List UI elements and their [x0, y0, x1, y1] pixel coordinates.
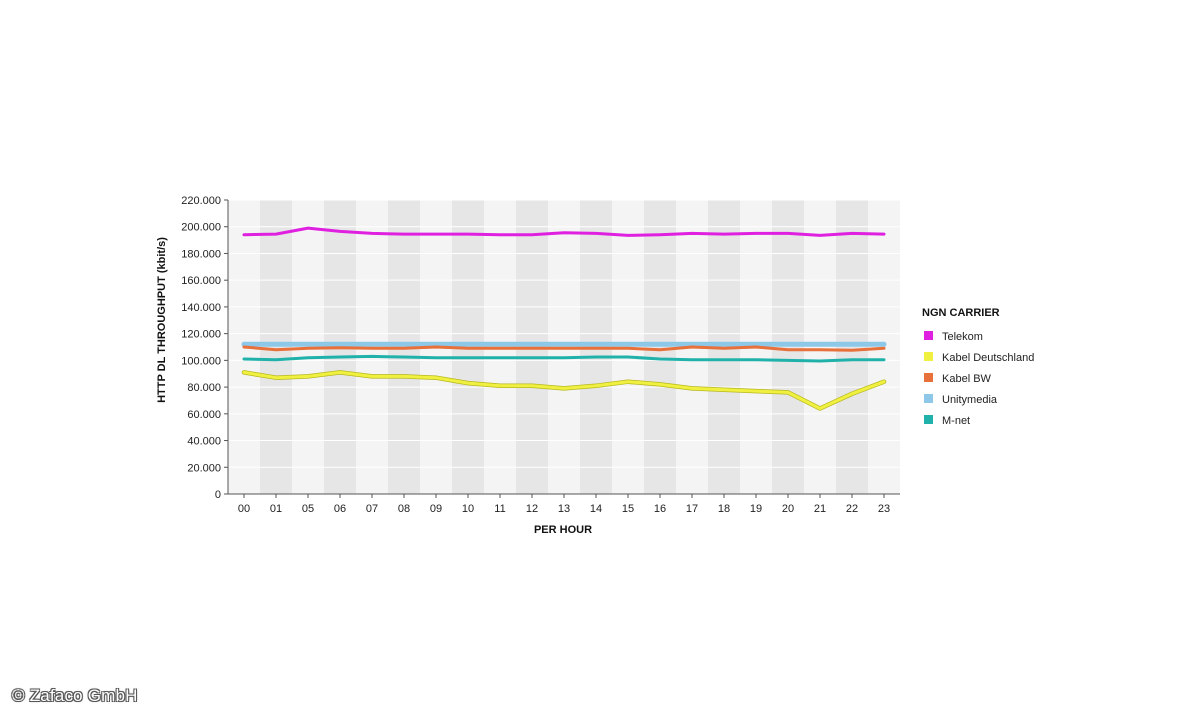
y-tick-label: 140.000 — [181, 302, 221, 314]
legend-label-kabel-bw: Kabel BW — [942, 373, 992, 385]
legend-label-kabel-deutschland: Kabel Deutschland — [942, 352, 1034, 364]
x-tick-label: 14 — [590, 503, 602, 515]
x-tick-label: 19 — [750, 503, 762, 515]
y-tick-label: 0 — [215, 489, 221, 501]
y-tick-label: 180.000 — [181, 248, 221, 260]
y-tick-label: 80.000 — [187, 382, 221, 394]
y-axis-title: HTTP DL THROUGHPUT (kbit/s) — [156, 237, 168, 403]
x-tick-label: 12 — [526, 503, 538, 515]
legend-swatch-telekom — [924, 331, 933, 340]
x-tick-label: 08 — [398, 503, 410, 515]
legend-title: NGN CARRIER — [922, 307, 1000, 319]
x-tick-label: 16 — [654, 503, 666, 515]
x-tick-label: 07 — [366, 503, 378, 515]
y-tick-label: 100.000 — [181, 355, 221, 367]
x-tick-label: 17 — [686, 503, 698, 515]
y-tick-label: 40.000 — [187, 436, 221, 448]
plot-band — [836, 200, 868, 494]
legend-swatch-kabel-deutschland — [924, 352, 933, 361]
legend: NGN CARRIER Telekom Kabel Deutschland Kabe… — [922, 307, 1034, 427]
x-tick-label: 13 — [558, 503, 570, 515]
y-tick-label: 220.000 — [181, 195, 221, 207]
x-tick-label: 05 — [302, 503, 314, 515]
x-axis-title: PER HOUR — [534, 524, 592, 536]
y-axis-ticks: 0 20.000 40.000 60.000 80.000 100.000 120.000 1… — [181, 195, 228, 501]
x-tick-label: 00 — [238, 503, 250, 515]
x-tick-label: 20 — [782, 503, 794, 515]
series-lines — [241, 226, 887, 411]
x-tick-label: 22 — [846, 503, 858, 515]
x-tick-label: 01 — [270, 503, 282, 515]
x-tick-label: 11 — [494, 503, 505, 515]
x-axis-ticks: 00 01 05 06 07 08 09 10 11 12 13 14 15 16 17 18 19 20 21 22… — [238, 494, 890, 515]
y-tick-label: 20.000 — [187, 462, 221, 474]
legend-label-telekom: Telekom — [942, 331, 983, 343]
plot-band — [804, 200, 836, 494]
y-tick-label: 120.000 — [181, 329, 221, 341]
y-tick-label: 200.000 — [181, 222, 221, 234]
x-tick-label: 18 — [718, 503, 730, 515]
x-tick-label: 10 — [462, 503, 474, 515]
legend-swatch-kabel-bw — [924, 373, 933, 382]
copyright-watermark: © Zafaco GmbH — [12, 686, 138, 705]
legend-swatch-m-net — [924, 415, 933, 424]
legend-swatch-unitymedia — [924, 394, 933, 403]
x-tick-label: 21 — [814, 503, 826, 515]
y-tick-label: 60.000 — [187, 409, 221, 421]
plot-band — [772, 200, 804, 494]
horizontal-gridlines — [228, 199, 900, 468]
plot-band — [260, 200, 292, 494]
series-line-telekom — [242, 226, 886, 237]
plot-band — [644, 200, 676, 494]
series-line-kabel-bw — [242, 345, 886, 352]
x-tick-label: 09 — [430, 503, 442, 515]
x-tick-label: 23 — [878, 503, 890, 515]
series-line-m-net — [242, 354, 886, 363]
x-tick-label: 15 — [622, 503, 634, 515]
y-tick-label: 160.000 — [181, 275, 221, 287]
series-line-kabel-deutschland — [242, 370, 886, 410]
legend-label-unitymedia: Unitymedia — [942, 394, 998, 406]
legend-label-m-net: M-net — [942, 415, 970, 427]
x-tick-label: 06 — [334, 503, 346, 515]
